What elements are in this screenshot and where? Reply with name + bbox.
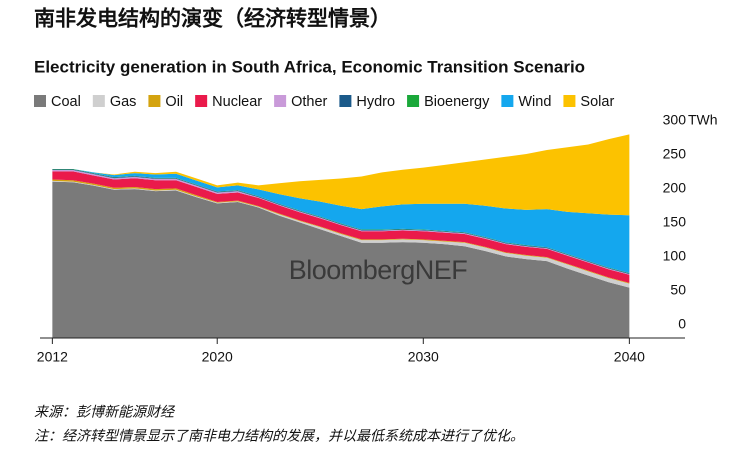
legend-swatch (339, 95, 352, 107)
y-tick-label: 0 (678, 316, 686, 332)
legend-swatch (501, 95, 514, 107)
legend-label: Bioenergy (424, 94, 490, 110)
legend-swatch (148, 95, 161, 107)
legend-label: Gas (110, 94, 137, 110)
legend-swatch (34, 95, 46, 107)
watermark: BloombergNEF (289, 255, 468, 285)
chart-title: Electricity generation in South Africa, … (34, 57, 585, 76)
area (52, 134, 630, 216)
x-tick-label: 2040 (614, 349, 645, 365)
legend-swatch (563, 95, 576, 107)
legend-label: Coal (51, 94, 81, 110)
legend-label: Oil (165, 94, 183, 110)
source: 来源：彭博新能源财经 (34, 404, 176, 420)
legend-label: Nuclear (212, 94, 262, 110)
x-tick-label: 2012 (37, 349, 68, 365)
legend-label: Wind (518, 94, 551, 110)
legend-swatch (92, 95, 105, 107)
y-tick-label: 150 (663, 214, 687, 230)
legend-swatch (195, 95, 208, 107)
x-tick-label: 2030 (408, 349, 439, 365)
area (52, 180, 630, 288)
y-tick-label: 100 (663, 248, 687, 264)
y-tick-label: 250 (663, 146, 687, 162)
legend-swatch (274, 95, 287, 107)
y-unit: TWh (688, 112, 718, 128)
legend-label: Hydro (356, 94, 395, 110)
x-tick-label: 2020 (202, 349, 233, 365)
note: 注：经济转型情景显示了南非电力结构的发展，并以最低系统成本进行了优化。 (34, 428, 524, 444)
y-tick-label: 200 (663, 180, 687, 196)
area (52, 171, 630, 283)
page-title: 南非发电结构的演变（经济转型情景） (34, 7, 391, 31)
legend-swatch (407, 95, 420, 107)
legend-label: Other (291, 94, 327, 110)
area (52, 169, 630, 274)
y-tick-label: 300 (663, 112, 687, 128)
y-tick-label: 50 (670, 282, 686, 298)
area (52, 181, 630, 338)
legend-label: Solar (580, 94, 614, 110)
